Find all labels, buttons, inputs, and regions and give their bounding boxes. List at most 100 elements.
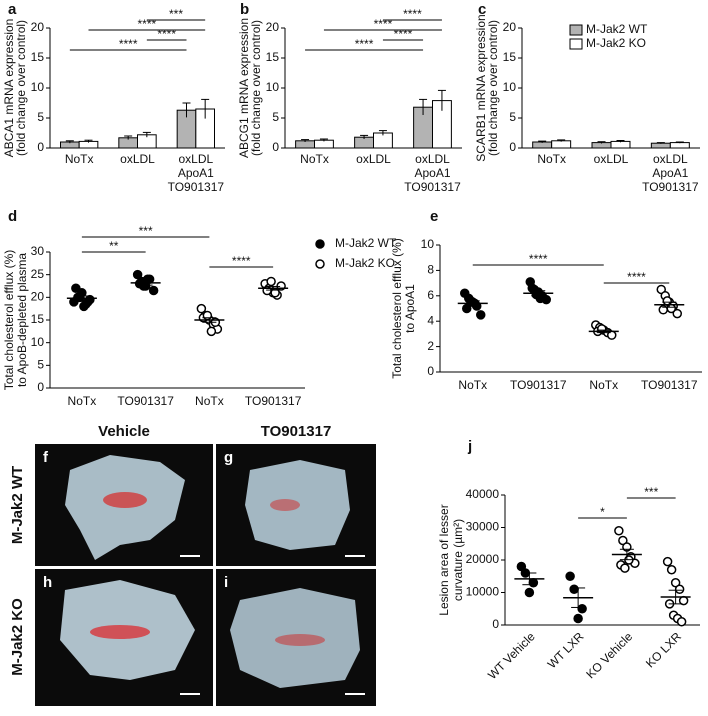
legend-swatch bbox=[569, 38, 583, 50]
y-tick-label: 30 bbox=[31, 244, 45, 258]
x-tick-label: NoTx bbox=[195, 394, 224, 408]
data-point bbox=[528, 578, 539, 588]
y-axis-label: SCARB1 mRNA expression bbox=[474, 14, 488, 161]
data-point bbox=[565, 571, 575, 581]
data-point bbox=[674, 584, 685, 594]
y-tick-label: 15 bbox=[503, 50, 517, 64]
legend-label: M-Jak2 KO bbox=[586, 36, 646, 50]
panel-letter: b bbox=[240, 1, 249, 18]
x-tick-label: ApoA1 bbox=[652, 166, 688, 180]
lesion bbox=[275, 634, 325, 646]
panel-letter: e bbox=[430, 208, 438, 225]
y-tick-label: 15 bbox=[266, 50, 280, 64]
y-tick-label: 10 bbox=[266, 80, 280, 94]
x-tick-label: oxLDL bbox=[415, 152, 450, 166]
legend-marker bbox=[315, 239, 325, 249]
significance-label: **** bbox=[627, 270, 646, 284]
data-point bbox=[577, 604, 587, 614]
significance-label: **** bbox=[394, 27, 413, 41]
x-tick-label: NoTx bbox=[458, 378, 487, 392]
y-axis-label: to ApoB-depleted plasma bbox=[15, 253, 29, 387]
panel-letter: f bbox=[43, 449, 49, 466]
significance-label: **** bbox=[157, 27, 176, 41]
significance-label: *** bbox=[169, 7, 183, 21]
y-tick-label: 10 bbox=[421, 237, 435, 251]
y-tick-label: 8 bbox=[427, 263, 434, 277]
lesion bbox=[90, 625, 150, 639]
data-point bbox=[672, 308, 682, 319]
data-point bbox=[476, 310, 486, 320]
y-tick-label: 0 bbox=[492, 617, 499, 631]
x-tick-label: TO901317 bbox=[510, 378, 567, 392]
x-tick-label: TO901317 bbox=[117, 394, 174, 408]
x-tick-label: NoTx bbox=[300, 152, 329, 166]
significance-label: **** bbox=[374, 17, 393, 31]
y-tick-label: 2 bbox=[427, 339, 434, 353]
x-tick-label: TO901317 bbox=[168, 180, 225, 194]
y-tick-label: 40000 bbox=[466, 487, 500, 501]
y-axis-label: Lesion area of lesser bbox=[437, 504, 451, 615]
significance-label: **** bbox=[232, 254, 251, 268]
x-tick-label: NoTx bbox=[537, 152, 566, 166]
data-point bbox=[148, 285, 159, 296]
significance-label: **** bbox=[355, 37, 374, 51]
data-point bbox=[132, 269, 143, 280]
x-tick-label: oxLDL bbox=[653, 152, 688, 166]
y-tick-label: 0 bbox=[272, 140, 279, 154]
y-tick-label: 10000 bbox=[466, 585, 500, 599]
y-axis-label: ABCA1 mRNA expression bbox=[2, 19, 16, 158]
data-point bbox=[462, 303, 472, 314]
x-tick-label: KO Vehicle bbox=[583, 629, 635, 681]
column-label: Vehicle bbox=[98, 423, 150, 440]
y-axis-label: to ApoA1 bbox=[403, 284, 417, 333]
lesion bbox=[270, 499, 300, 511]
y-tick-label: 10 bbox=[31, 335, 45, 349]
legend-marker bbox=[315, 259, 325, 269]
y-tick-label: 10 bbox=[503, 80, 517, 94]
panel-letter: h bbox=[43, 574, 52, 591]
legend-label: M-Jak2 WT bbox=[335, 236, 397, 250]
y-tick-label: 5 bbox=[37, 358, 44, 372]
y-tick-label: 20 bbox=[266, 20, 280, 34]
x-tick-label: WT LXR bbox=[545, 629, 587, 671]
bar bbox=[610, 140, 631, 149]
lesion bbox=[103, 492, 147, 508]
significance-label: **** bbox=[403, 7, 422, 21]
y-axis-label: curvature (µm²) bbox=[451, 519, 465, 601]
legend-label: M-Jak2 WT bbox=[586, 22, 648, 36]
data-point bbox=[142, 274, 153, 284]
y-axis-label: (fold change over control) bbox=[249, 20, 263, 156]
y-tick-label: 25 bbox=[31, 267, 45, 281]
data-point bbox=[662, 296, 672, 306]
x-tick-label: TO901317 bbox=[642, 180, 699, 194]
y-tick-label: 30000 bbox=[466, 520, 500, 534]
x-tick-label: TO901317 bbox=[404, 180, 461, 194]
panel-letter: a bbox=[8, 1, 17, 18]
panel-letter: j bbox=[467, 438, 472, 455]
y-tick-label: 20 bbox=[31, 20, 45, 34]
data-point bbox=[202, 310, 213, 321]
y-tick-label: 10 bbox=[31, 80, 45, 94]
data-point bbox=[573, 613, 583, 624]
y-tick-label: 4 bbox=[427, 313, 434, 327]
data-point bbox=[71, 283, 81, 294]
x-tick-label: NoTx bbox=[589, 378, 618, 392]
y-tick-label: 0 bbox=[37, 140, 44, 154]
data-point bbox=[569, 584, 579, 594]
y-tick-label: 0 bbox=[37, 380, 44, 394]
x-tick-label: ApoA1 bbox=[178, 166, 214, 180]
data-point bbox=[666, 303, 676, 314]
panel-letter: c bbox=[478, 1, 486, 18]
y-tick-label: 5 bbox=[509, 110, 516, 124]
data-point bbox=[535, 293, 545, 304]
y-axis-label: Total cholesterol efflux (%) bbox=[2, 250, 16, 391]
data-point bbox=[662, 556, 673, 567]
y-axis-label: (fold change over control) bbox=[486, 20, 500, 156]
data-point bbox=[676, 617, 687, 627]
y-tick-label: 0 bbox=[509, 140, 516, 154]
x-tick-label: TO901317 bbox=[641, 378, 698, 392]
y-axis-label: Total cholesterol efflux (%) bbox=[390, 238, 404, 379]
significance-label: **** bbox=[529, 252, 548, 266]
photo-panels: Vehicle TO901317 M-Jak2 WT M-Jak2 KO f g… bbox=[9, 423, 376, 706]
